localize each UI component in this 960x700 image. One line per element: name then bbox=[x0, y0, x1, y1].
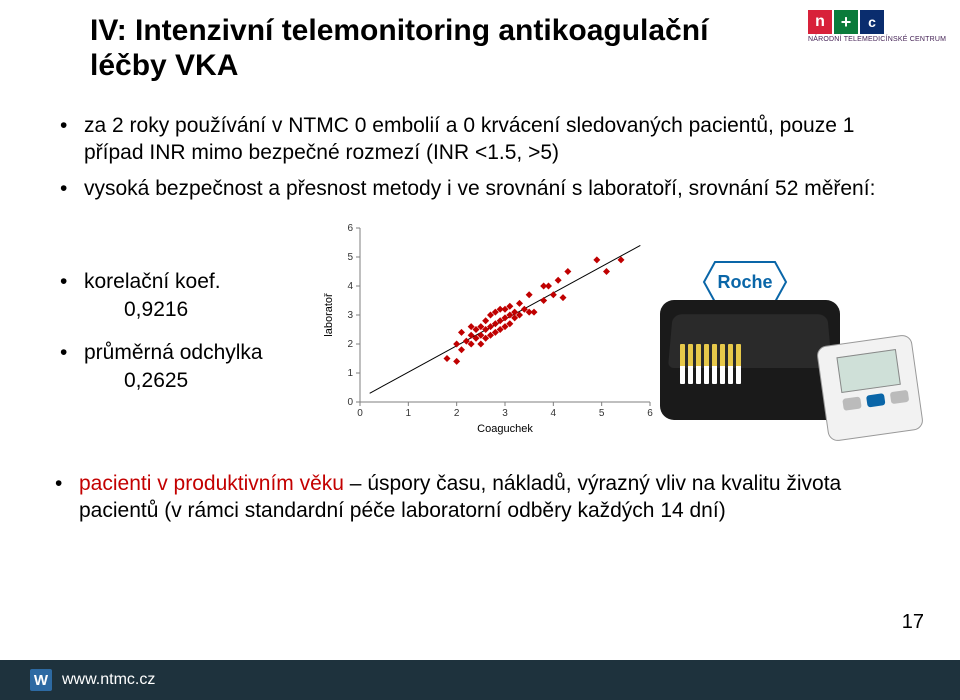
correl-label: korelační koef. 0,9216 bbox=[60, 268, 360, 325]
svg-text:6: 6 bbox=[647, 408, 653, 419]
svg-text:2: 2 bbox=[454, 408, 460, 419]
deviation-label: průměrná odchylka 0,2625 bbox=[60, 339, 360, 396]
roche-text: Roche bbox=[717, 272, 772, 292]
bullet-2: vysoká bezpečnost a přesnost metody i ve… bbox=[60, 175, 900, 202]
ntc-caption: NÁRODNÍ TELEMEDICÍNSKÉ CENTRUM bbox=[808, 36, 938, 43]
svg-text:4: 4 bbox=[347, 281, 353, 292]
svg-text:5: 5 bbox=[347, 252, 353, 263]
deviation-label-text: průměrná odchylka bbox=[84, 341, 263, 364]
ntc-plus-icon: + bbox=[834, 10, 858, 34]
svg-text:6: 6 bbox=[347, 223, 353, 234]
bottom-lead: pacienti v produktivním věku bbox=[79, 472, 344, 495]
svg-text:laboratoř: laboratoř bbox=[323, 293, 335, 337]
svg-text:3: 3 bbox=[347, 310, 353, 321]
bottom-bullet: pacienti v produktivním věku – úspory ča… bbox=[55, 470, 895, 525]
svg-text:3: 3 bbox=[502, 408, 508, 419]
correl-value: 0,9216 bbox=[84, 296, 360, 324]
svg-text:2: 2 bbox=[347, 339, 353, 350]
footer-url: www.ntmc.cz bbox=[62, 671, 155, 689]
device-image bbox=[660, 300, 900, 450]
page-number: 17 bbox=[902, 611, 924, 634]
ntc-logo: n + c NÁRODNÍ TELEMEDICÍNSKÉ CENTRUM bbox=[808, 10, 938, 58]
correl-label-text: korelační koef. bbox=[84, 270, 221, 293]
ntc-n-icon: n bbox=[808, 10, 832, 34]
deviation-value: 0,2625 bbox=[84, 367, 360, 395]
page-title: IV: Intenzivní telemonitoring antikoagul… bbox=[90, 14, 730, 83]
top-bullets: za 2 roky používání v NTMC 0 embolií a 0… bbox=[60, 112, 900, 210]
slide: { "title": "IV: Intenzivní telemonitorin… bbox=[0, 0, 960, 700]
ntc-c-icon: c bbox=[860, 10, 884, 34]
svg-text:4: 4 bbox=[551, 408, 557, 419]
svg-text:0: 0 bbox=[357, 408, 363, 419]
svg-text:1: 1 bbox=[406, 408, 412, 419]
svg-text:1: 1 bbox=[347, 368, 353, 379]
bottom-bullet-li: pacienti v produktivním věku – úspory ča… bbox=[55, 470, 895, 525]
svg-text:0: 0 bbox=[347, 397, 353, 408]
svg-text:5: 5 bbox=[599, 408, 605, 419]
bullet-1: za 2 roky používání v NTMC 0 embolií a 0… bbox=[60, 112, 900, 167]
footer: W www.ntmc.cz bbox=[0, 660, 960, 700]
meter-icon bbox=[816, 334, 924, 442]
svg-text:Coaguchek: Coaguchek bbox=[477, 423, 533, 435]
scatter-chart: 0 1 2 3 4 5 6 0 1 2 3 4 5 6 Coaguchek laboratoř bbox=[320, 218, 660, 438]
w-icon: W bbox=[30, 669, 52, 691]
roche-logo: Roche bbox=[700, 258, 790, 306]
correlation-block: korelační koef. 0,9216 průměrná odchylka… bbox=[60, 268, 360, 409]
